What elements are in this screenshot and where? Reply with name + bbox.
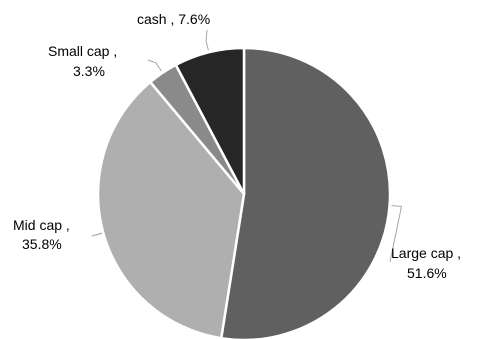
label-cash-name: cash [137, 11, 167, 27]
leader-lines [91, 29, 403, 263]
label-cash-sep: , [167, 11, 179, 27]
label-mid-cap-sep: , [62, 217, 70, 233]
leader-line-cash [205, 29, 209, 51]
label-cash: cash , 7.6% [137, 11, 210, 27]
label-cash-value: 7.6% [178, 11, 210, 27]
label-large-cap-value: 51.6% [407, 265, 447, 281]
label-small-cap-name: Small cap [48, 43, 110, 59]
label-small-cap: Small cap , [48, 43, 117, 59]
slice-large-cap [219, 46, 392, 339]
label-small-cap-value: 3.3% [73, 63, 105, 79]
label-small-cap-sep: , [109, 43, 117, 59]
leader-line-large-cap [389, 205, 403, 263]
label-large-cap-sep: , [453, 245, 461, 261]
leader-line-mid-cap [91, 232, 103, 237]
label-large-cap: Large cap , [391, 245, 461, 261]
label-mid-cap-value: 35.8% [22, 236, 62, 252]
slice-labels: Large cap , 51.6% Mid cap , 35.8% Small … [13, 11, 461, 281]
slice-cash [174, 46, 246, 196]
label-mid-cap: Mid cap , [13, 217, 70, 233]
slice-mid-cap [96, 80, 246, 339]
leader-line-small-cap [147, 59, 162, 72]
pie-slices [96, 46, 392, 339]
label-large-cap-name: Large cap [391, 245, 453, 261]
label-mid-cap-name: Mid cap [13, 217, 62, 233]
